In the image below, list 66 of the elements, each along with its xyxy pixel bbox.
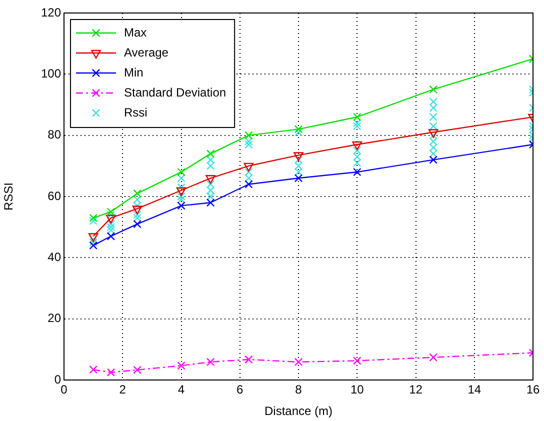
point xyxy=(352,356,362,365)
point xyxy=(352,168,362,176)
point xyxy=(133,220,142,228)
x-tick-label: 4 xyxy=(178,382,185,397)
y-tick-label: 40 xyxy=(48,250,62,264)
point xyxy=(133,214,142,222)
point xyxy=(294,358,303,366)
point xyxy=(352,141,362,150)
point xyxy=(177,168,186,176)
point xyxy=(177,361,186,370)
point xyxy=(133,189,142,198)
x-tick-label: 2 xyxy=(119,382,126,397)
y-tick-label: 100 xyxy=(40,66,62,80)
point xyxy=(106,232,116,240)
point xyxy=(177,202,186,210)
y-tick-label: 0 xyxy=(54,372,62,386)
y-axis-title: RSSI xyxy=(2,182,16,211)
point xyxy=(244,131,253,140)
x-tick-label: 10 xyxy=(350,382,364,397)
point xyxy=(177,195,186,204)
point xyxy=(133,366,142,374)
point xyxy=(294,125,303,134)
legend-label: Rssi xyxy=(124,105,148,120)
point xyxy=(206,175,216,184)
y-tick-label: 80 xyxy=(48,128,62,142)
point xyxy=(294,174,303,182)
point xyxy=(176,187,186,196)
point xyxy=(244,137,253,146)
point xyxy=(352,122,362,130)
point xyxy=(106,368,116,376)
y-tick-label: 120 xyxy=(40,5,62,20)
point xyxy=(352,112,362,122)
legend-label: Min xyxy=(124,65,144,80)
point xyxy=(89,241,98,250)
point xyxy=(206,198,215,207)
x-tick-label: 12 xyxy=(409,382,423,397)
x-tick-label: 8 xyxy=(295,382,302,397)
y-tick-label: 60 xyxy=(48,188,62,203)
legend-label: Average xyxy=(124,45,169,60)
y-tick-label: 20 xyxy=(48,311,62,326)
point xyxy=(132,206,142,214)
x-tick-label: 16 xyxy=(526,382,540,397)
x-axis-title: Distance (m) xyxy=(264,404,333,418)
x-tick-label: 14 xyxy=(468,382,482,397)
point xyxy=(429,353,438,362)
point xyxy=(352,118,362,128)
point xyxy=(429,156,438,164)
point xyxy=(89,365,98,374)
point xyxy=(106,208,116,216)
point xyxy=(206,358,215,366)
point xyxy=(89,214,98,222)
point xyxy=(294,128,303,136)
point xyxy=(429,85,438,94)
point xyxy=(244,162,254,172)
legend-label: Standard Deviation xyxy=(124,85,226,100)
point xyxy=(106,222,116,232)
point xyxy=(244,140,253,149)
point xyxy=(244,180,253,188)
legend-label: Max xyxy=(124,25,147,40)
x-tick-label: 6 xyxy=(236,382,244,397)
point xyxy=(294,152,304,161)
point xyxy=(244,355,253,364)
point xyxy=(106,214,116,224)
point xyxy=(89,238,98,247)
point xyxy=(206,150,215,158)
point xyxy=(89,216,98,226)
